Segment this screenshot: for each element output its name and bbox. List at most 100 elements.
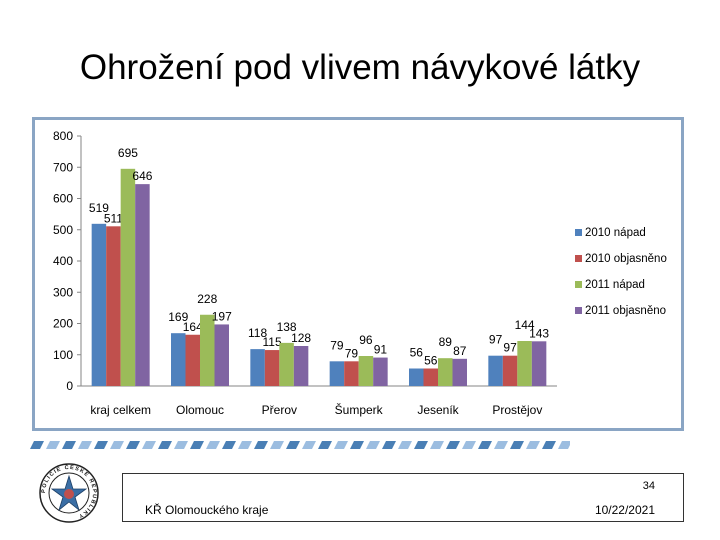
legend-label: 2011 objasněno: [585, 305, 666, 317]
bar: [171, 333, 186, 386]
data-label: 91: [374, 343, 388, 357]
stripe-segment: [542, 441, 556, 449]
stripe-segment: [526, 441, 540, 449]
bar: [423, 368, 438, 386]
bar: [438, 358, 453, 386]
data-label: 695: [118, 146, 138, 160]
footer: 34 KŘ Olomouckého kraje 10/22/2021: [122, 473, 684, 522]
data-label: 79: [330, 338, 344, 352]
data-label: 138: [277, 320, 297, 334]
data-label: 115: [263, 335, 282, 349]
bar: [517, 341, 532, 386]
stripe-segment: [510, 441, 524, 449]
y-tick-label: 600: [53, 192, 73, 206]
data-label: 128: [291, 331, 311, 345]
stripe-segment: [286, 441, 300, 449]
stripe-segment: [366, 441, 380, 449]
x-tick-label: Prostějov: [492, 403, 542, 417]
data-label: 144: [515, 318, 535, 332]
data-label: 143: [529, 326, 549, 340]
bar: [502, 355, 518, 386]
x-tick-label: Olomouc: [176, 403, 224, 417]
bar: [106, 226, 121, 386]
legend-swatch: [575, 281, 582, 288]
data-label: 169: [168, 310, 188, 324]
legend-label: 2010 nápad: [585, 227, 646, 239]
stripe-segment: [414, 441, 428, 449]
y-tick-label: 200: [53, 317, 73, 331]
bar: [120, 168, 136, 386]
stripe-segment: [190, 441, 204, 449]
bar: [135, 184, 150, 386]
chart-frame: 0 100 200 300 400 500 600 700 800 519 511 695 646 kra…: [32, 117, 684, 431]
y-tick-label: 100: [53, 348, 73, 362]
bar: [329, 361, 345, 386]
stripe-segment: [494, 441, 508, 449]
bar: [344, 361, 359, 386]
stripe-segment: [62, 441, 76, 449]
stripe-segment: [302, 441, 316, 449]
data-label: 511: [104, 211, 123, 225]
bar: [264, 350, 280, 386]
stripe-segment: [142, 441, 156, 449]
data-label: 228: [197, 292, 217, 306]
bar: [409, 368, 424, 386]
stripe-segment: [94, 441, 108, 449]
stripe-segment: [398, 441, 412, 449]
data-label: 96: [359, 333, 373, 347]
bar: [91, 223, 107, 386]
bar: [293, 346, 309, 386]
bar: [214, 324, 229, 386]
legend-label: 2011 nápad: [585, 279, 645, 291]
x-tick-label: kraj celkem: [90, 403, 151, 417]
data-label: 519: [89, 201, 109, 215]
police-logo-icon: POLICIE ČESKÉ REPUBLIKY: [39, 463, 99, 523]
bar: [200, 314, 215, 386]
data-label: 89: [439, 335, 453, 349]
decorative-stripe: [30, 441, 570, 449]
stripe-segment: [254, 441, 268, 449]
stripe-segment: [334, 441, 348, 449]
data-label: 87: [453, 344, 467, 358]
x-tick-label: Jeseník: [417, 403, 459, 417]
stripe-segment: [222, 441, 236, 449]
y-tick-label: 400: [53, 254, 73, 268]
x-tick-label: Šumperk: [335, 402, 384, 417]
data-label: 56: [410, 346, 424, 360]
data-label: 56: [424, 354, 438, 368]
stripe-segment: [30, 441, 44, 449]
bar: [279, 342, 294, 386]
y-tick-label: 700: [53, 160, 73, 174]
stripe-segment: [462, 441, 476, 449]
stripe-segment: [238, 441, 252, 449]
stripe-segment: [46, 441, 60, 449]
stripe-segment: [478, 441, 492, 449]
x-tick-label: Přerov: [262, 403, 297, 417]
legend-swatch: [575, 255, 582, 262]
stripe-segment: [126, 441, 140, 449]
stripe-segment: [318, 441, 332, 449]
y-tick-label: 800: [53, 129, 73, 143]
slide-date: 10/22/2021: [594, 503, 655, 517]
data-label: 197: [212, 309, 232, 323]
legend-swatch: [575, 307, 582, 314]
legend-label: 2010 objasněno: [585, 253, 667, 265]
organization-name: KŘ Olomouckého kraje: [145, 503, 269, 517]
bar: [250, 349, 265, 386]
stripe-segment: [270, 441, 284, 449]
slide-title: Ohrožení pod vlivem návykové látky: [79, 48, 641, 87]
data-label: 79: [345, 346, 359, 360]
bar: [531, 341, 547, 386]
stripe-segment: [110, 441, 124, 449]
bar: [488, 355, 503, 386]
y-tick-label: 0: [66, 379, 73, 393]
legend-swatch: [575, 229, 582, 236]
y-tick-label: 300: [53, 285, 73, 299]
stripe-segment: [158, 441, 172, 449]
bar: [358, 356, 374, 386]
bar: [373, 357, 388, 386]
data-label: 97: [489, 333, 503, 347]
data-label: 164: [183, 320, 203, 334]
stripe-segment: [382, 441, 396, 449]
